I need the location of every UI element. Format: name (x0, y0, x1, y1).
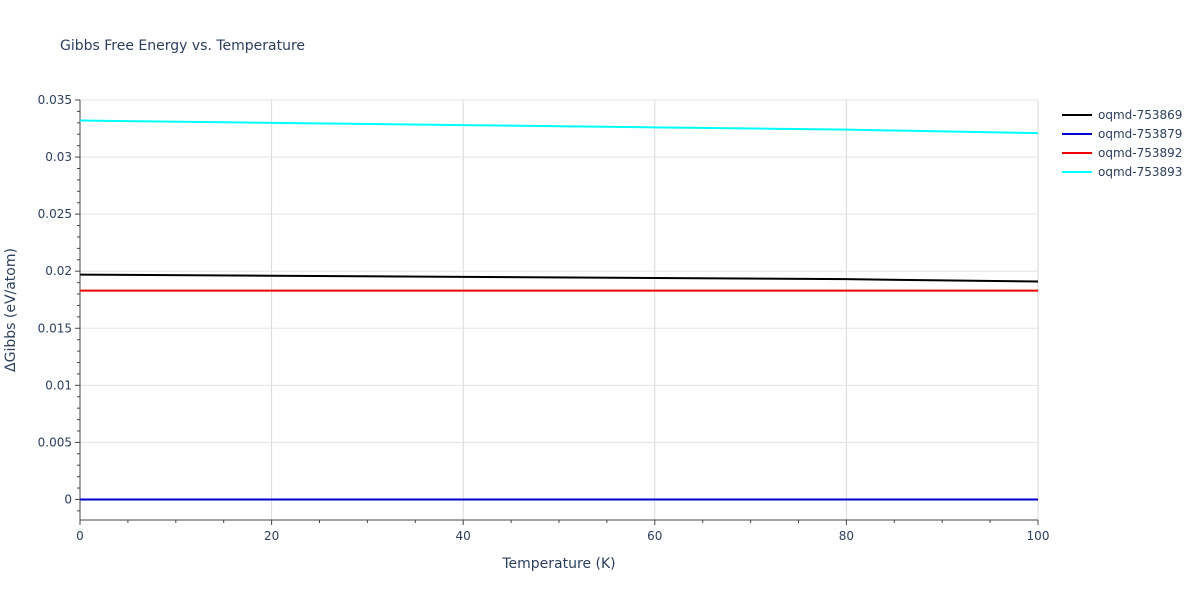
series-line-oqmd-753893 (79, 119, 1039, 135)
y-tick-label: 0.025 (38, 207, 72, 221)
series-line-oqmd-753869 (79, 273, 1039, 283)
x-tick-label: 80 (839, 529, 854, 543)
x-tick-label: 40 (456, 529, 471, 543)
y-tick-label: 0.035 (38, 93, 72, 107)
x-axis-title: Temperature (K) (501, 556, 615, 572)
x-tick-label: 60 (647, 529, 662, 543)
x-tick-label: 20 (264, 529, 279, 543)
legend-label: oqmd-753893 (1098, 165, 1182, 179)
grid (80, 99, 1039, 520)
axes: 0 20 40 60 80 100 0 0.005 0.01 0.015 0.02 0.025 0.03… (38, 93, 1050, 543)
y-tick-label: 0.005 (38, 435, 72, 449)
legend-label: oqmd-753879 (1098, 127, 1182, 141)
x-tick-label: 100 (1027, 529, 1050, 543)
legend: oqmd-753869 oqmd-753879 oqmd-753892 oqmd-75… (1062, 108, 1182, 179)
legend-label: oqmd-753892 (1098, 146, 1182, 160)
x-tick-label: 0 (76, 529, 84, 543)
y-tick-label: 0 (64, 492, 72, 506)
series-lines (79, 119, 1039, 501)
y-tick-label: 0.02 (45, 264, 72, 278)
y-tick-label: 0.03 (45, 150, 72, 164)
y-axis-title: ΔGibbs (eV/atom) (3, 248, 19, 372)
y-tick-label: 0.015 (38, 321, 72, 335)
chart-title: Gibbs Free Energy vs. Temperature (60, 38, 305, 54)
legend-label: oqmd-753869 (1098, 108, 1182, 122)
y-tick-label: 0.01 (45, 378, 72, 392)
